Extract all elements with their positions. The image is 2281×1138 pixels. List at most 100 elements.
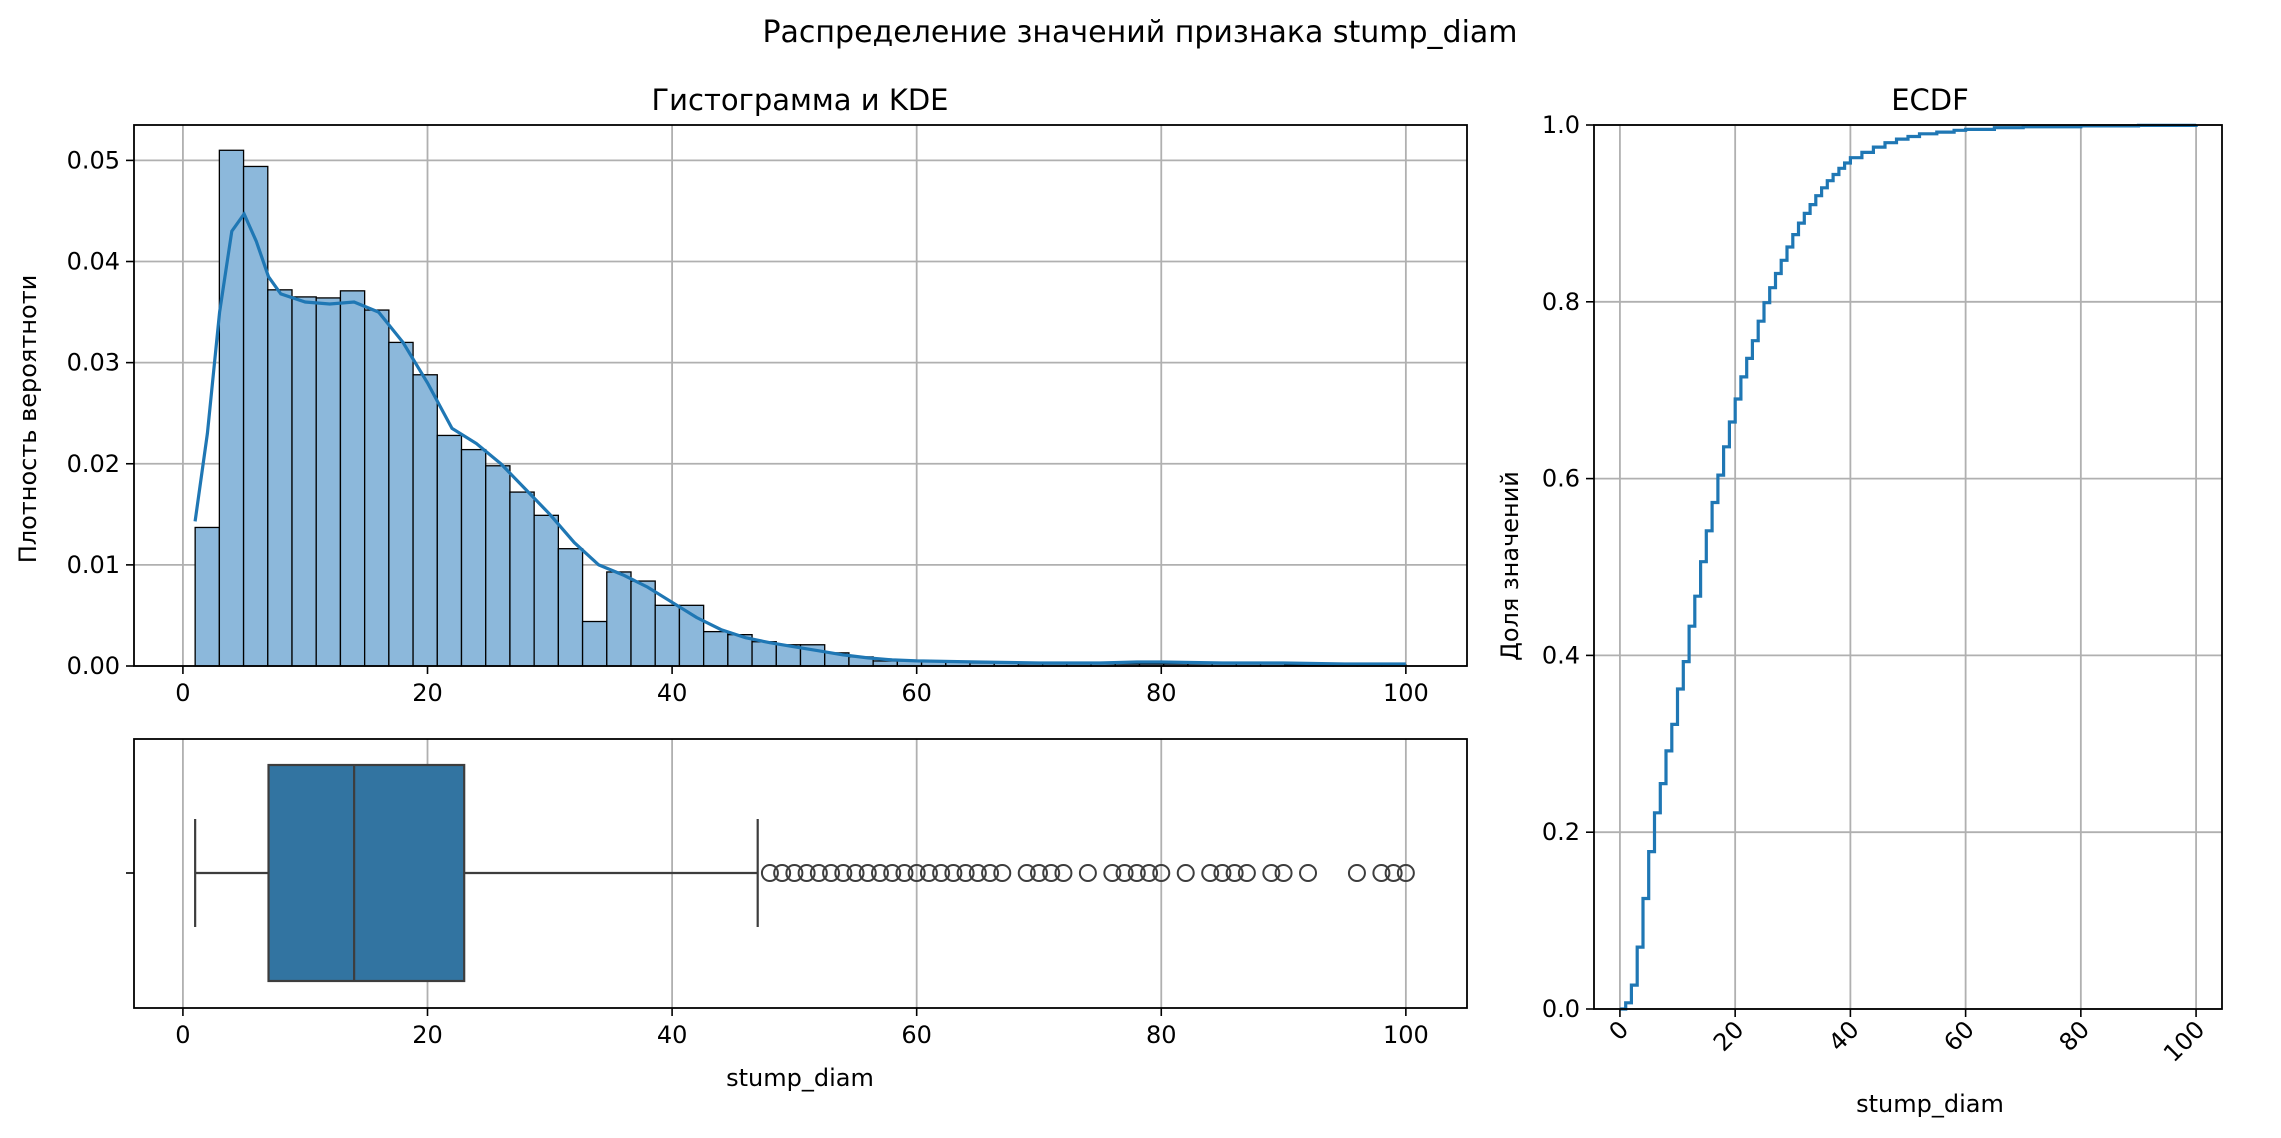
outlier-point [1127, 864, 1146, 882]
boxplot-xtick-label: 20 [412, 1021, 443, 1049]
histogram-ytick-label: 0.00 [67, 652, 120, 680]
histogram-xtick-label: 80 [1146, 679, 1177, 707]
histogram-bar [412, 374, 438, 667]
histogram-bar [242, 165, 269, 667]
histogram-ytick-label: 0.02 [67, 450, 120, 478]
boxplot-panel: 0 20 40 60 80 100 stump_diam [126, 738, 1468, 1092]
histogram-xtick-label: 100 [1383, 679, 1429, 707]
histogram-ylabel: Плотность вероятноти [14, 275, 42, 564]
histogram-frame [133, 124, 1468, 667]
outlier-point [797, 864, 816, 882]
boxplot-xtick-label: 60 [901, 1021, 932, 1049]
outlier-point [1274, 864, 1293, 882]
histogram-bar [509, 491, 535, 667]
outlier-point [956, 864, 975, 882]
histogram-bar [218, 149, 245, 667]
boxplot-xlabel: stump_diam [726, 1064, 874, 1092]
ecdf-ytick-label: 0.6 [1542, 465, 1580, 493]
histogram-bar [436, 434, 463, 667]
outlier-point [944, 864, 963, 882]
outlier-point [968, 864, 987, 882]
outlier-point [1152, 864, 1171, 882]
outlier-point [1372, 864, 1391, 882]
ecdf-line [1619, 123, 2198, 1011]
histogram-bar [702, 630, 729, 667]
outlier-point [1140, 864, 1159, 882]
ecdf-ytick-label: 0.4 [1542, 641, 1580, 669]
ecdf-frame [1593, 124, 2223, 1010]
outlier-point [858, 864, 877, 882]
histogram-bar [485, 465, 511, 667]
outlier-point [1115, 864, 1134, 882]
interquartile-box [267, 763, 466, 983]
histogram-ytick-label: 0.01 [67, 551, 120, 579]
histogram-bar [557, 548, 584, 667]
outlier-point [981, 864, 1000, 882]
outlier-point [785, 864, 804, 882]
outlier-point [1054, 864, 1073, 882]
ecdf-ylabel: Доля значений [1496, 471, 1524, 661]
kde-curve [193, 210, 1406, 666]
figure-title: Распределение значений признака stump_di… [762, 15, 1517, 50]
ecdf-xtick-label: 60 [1938, 1015, 1979, 1056]
histogram-bar [654, 604, 681, 667]
histogram-ytick-label: 0.03 [67, 349, 120, 377]
ecdf-ytick-label: 0.8 [1542, 288, 1580, 316]
outlier-point [1347, 864, 1366, 882]
ecdf-xtick-label: 80 [2054, 1015, 2095, 1056]
ecdf-ytick-label: 1.0 [1542, 111, 1580, 139]
outlier-point [1103, 864, 1122, 882]
histogram-xtick-label: 40 [657, 679, 688, 707]
outlier-point [907, 864, 926, 882]
boxplot-xtick-label: 100 [1383, 1021, 1429, 1049]
outlier-point [1029, 864, 1048, 882]
histogram-bar [630, 580, 656, 667]
ecdf-xtick-label: 40 [1823, 1015, 1864, 1056]
histogram-bar [194, 526, 221, 667]
histogram-bar [339, 290, 366, 667]
ecdf-xtick-label: 20 [1708, 1015, 1749, 1056]
ecdf-ytick-label: 0.0 [1542, 995, 1580, 1023]
outlier-point [1078, 864, 1097, 882]
outlier-point [760, 864, 779, 882]
outlier-point [1042, 864, 1061, 882]
histogram-title: Гистограмма и KDE [651, 83, 948, 117]
histogram-bar [606, 571, 632, 667]
outlier-point [1262, 864, 1281, 882]
histogram-bar [363, 309, 390, 667]
histogram-bar [267, 289, 293, 667]
outlier-point [809, 864, 828, 882]
outlier-point [1017, 864, 1036, 882]
outlier-point [883, 864, 902, 882]
histogram-ytick-label: 0.05 [67, 146, 120, 174]
outlier-point [1384, 864, 1403, 882]
outlier-point [846, 864, 865, 882]
histogram-xtick-label: 20 [412, 679, 443, 707]
histogram-bar [388, 341, 414, 667]
histogram-bar [291, 296, 317, 667]
outlier-point [1213, 864, 1232, 882]
histogram-bar [315, 297, 342, 667]
outlier-point [1201, 864, 1220, 882]
boxplot-xtick-label: 40 [657, 1021, 688, 1049]
ecdf-panel: ECDF Доля значений 0 20 40 60 80 100 0.0 0.2 0.4… [1496, 83, 2223, 1118]
outlier-point [1396, 864, 1415, 882]
outlier-point [993, 864, 1012, 882]
outlier-point [932, 864, 951, 882]
ecdf-xtick-label: 0 [1604, 1015, 1635, 1046]
ecdf-xlabel: stump_diam [1856, 1090, 2004, 1118]
outlier-point [870, 864, 889, 882]
histogram-bar [751, 641, 777, 667]
histogram-bar [533, 514, 560, 667]
histogram-panel: Гистограмма и KDE Плотность вероятноти 0… [14, 83, 1468, 707]
outlier-point [834, 864, 853, 882]
boxplot-xtick-label: 0 [175, 1021, 190, 1049]
histogram-ytick-label: 0.04 [67, 248, 120, 276]
outlier-point [1225, 864, 1244, 882]
outlier-point [919, 864, 938, 882]
ecdf-ytick-label: 0.2 [1542, 818, 1580, 846]
outlier-point [1299, 864, 1318, 882]
ecdf-xtick-label: 100 [2158, 1015, 2210, 1067]
histogram-bar [460, 448, 487, 667]
